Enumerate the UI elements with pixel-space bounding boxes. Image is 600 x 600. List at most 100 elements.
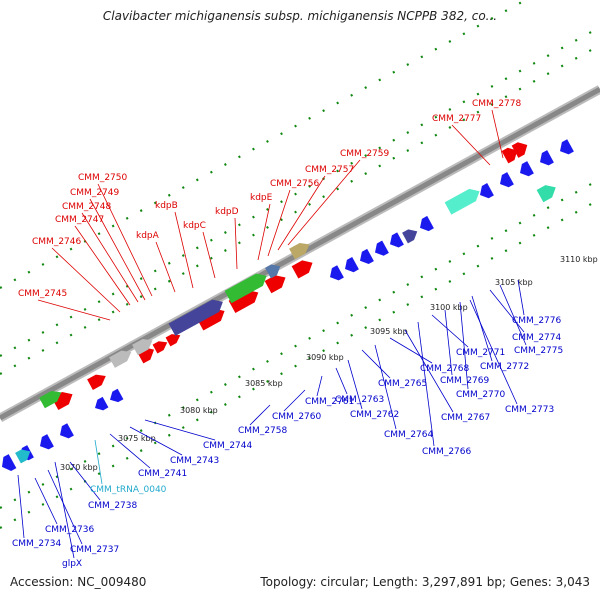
green-block-left-shape: [39, 390, 62, 409]
ruler-label-7: 3105 kbp: [495, 278, 533, 287]
forward-leader-15: [491, 109, 504, 159]
reverse-leader-22: [471, 295, 493, 362]
reverse-gene-label-7: CMM_2743: [170, 456, 219, 466]
reverse-gene-0-shape: [2, 454, 17, 472]
forward-leader-10: [257, 203, 271, 261]
kdp-block-d-shape: [289, 242, 310, 260]
reverse-leader-1: [54, 461, 75, 559]
reverse-leader-25: [517, 279, 525, 316]
reverse-gene-label-0: CMM_2734: [12, 539, 61, 549]
reverse-gene-15: [540, 150, 554, 166]
forward-gene-label-15: CMM_2778: [472, 99, 521, 109]
reverse-gene-label-8: CMM_2744: [203, 441, 252, 451]
forward-gene-label-4: CMM_2749: [70, 188, 119, 198]
forward-leader-1: [51, 247, 121, 313]
reverse-gene-label-6: CMM_2741: [138, 469, 187, 479]
reverse-gene-label-4: CMM_2738: [88, 501, 137, 511]
reverse-gene-label-24: CMM_2775: [514, 346, 563, 356]
reverse-gene-9: [375, 240, 389, 256]
cyan-block-left-shape: [15, 449, 31, 464]
reverse-gene-13-shape: [500, 172, 514, 188]
forward-gene-label-6: kdpA: [136, 231, 160, 241]
accession-label: Accession: NC_009480: [10, 575, 147, 589]
forward-leader-11: [267, 189, 291, 257]
teal-block-shape: [444, 188, 480, 215]
teal-block-right-shape: [536, 185, 556, 203]
forward-gene-7: [264, 275, 286, 294]
reverse-gene-label-1: glpX: [62, 559, 82, 569]
reverse-gene-12-shape: [480, 183, 494, 199]
reverse-leader-15: [374, 344, 397, 430]
forward-gene-8: [291, 260, 313, 279]
kdp-block-b: [224, 273, 267, 304]
reverse-leader-18: [417, 321, 435, 447]
forward-gene-8-shape: [291, 260, 313, 279]
ruler-label-6: 3100 kbp: [430, 303, 468, 312]
forward-gene-label-0: CMM_2745: [18, 289, 67, 299]
reverse-gene-label-20: CMM_2769: [440, 376, 489, 386]
forward-gene-label-12: CMM_2757: [305, 165, 354, 175]
reverse-leader-3: [47, 469, 83, 545]
forward-leader-8: [202, 231, 216, 279]
forward-leader-5: [97, 183, 153, 297]
forward-gene-9-shape: [501, 147, 518, 164]
ruler-label-4: 3090 kbp: [306, 353, 344, 362]
reverse-gene-14: [520, 161, 534, 177]
forward-gene-label-10: kdpE: [250, 193, 273, 203]
reverse-gene-14-shape: [520, 161, 534, 177]
reverse-gene-11: [420, 215, 434, 232]
reverse-gene-16: [560, 139, 574, 155]
kdp-block-c-shape: [265, 264, 281, 279]
forward-gene-5-shape: [196, 308, 225, 331]
reverse-gene-label-2: CMM_2736: [45, 525, 94, 535]
ruler-label-3: 3085 kbp: [245, 379, 283, 388]
forward-gene-10: [511, 142, 528, 158]
reverse-gene-label-19: CMM_2771: [456, 348, 505, 358]
reverse-gene-label-13: CMM_2762: [350, 410, 399, 420]
forward-gene-label-14: CMM_2777: [432, 114, 481, 124]
ruler-label-0: 3070 kbp: [60, 463, 98, 472]
forward-gene-label-5: CMM_2750: [78, 173, 127, 183]
forward-gene-label-3: CMM_2748: [62, 202, 111, 212]
purple-small: [402, 229, 418, 244]
reverse-gene-label-14: CMM_2765: [378, 379, 427, 389]
forward-leader-0: [37, 299, 111, 321]
reverse-gene-7-shape: [345, 257, 359, 273]
grey-block-b: [132, 338, 153, 356]
reverse-gene-6: [330, 265, 344, 281]
forward-gene-label-2: CMM_2747: [55, 215, 104, 225]
forward-leader-6: [155, 241, 176, 293]
purple-small-shape: [402, 229, 418, 244]
reverse-leader-26: [469, 299, 518, 405]
kdp-block-b-shape: [224, 273, 267, 304]
forward-gene-1: [87, 374, 106, 390]
reverse-leader-24: [499, 284, 527, 346]
reverse-gene-5: [110, 388, 124, 403]
forward-gene-label-1: CMM_2746: [32, 237, 81, 247]
reverse-gene-12: [480, 183, 494, 199]
reverse-gene-13: [500, 172, 514, 188]
reverse-gene-2: [40, 434, 54, 450]
reverse-gene-label-15: CMM_2764: [384, 430, 433, 440]
reverse-gene-label-22: CMM_2772: [480, 362, 529, 372]
ruler-label-5: 3095 kbp: [370, 327, 408, 336]
map-title: Clavibacter michiganensis subsp. michiga…: [102, 9, 498, 23]
reverse-leader-20: [444, 309, 453, 376]
reverse-gene-label-10: CMM_2760: [272, 412, 321, 422]
reverse-gene-0: [2, 454, 17, 472]
track-rail-3: [0, 178, 600, 509]
forward-gene-label-8: kdpC: [183, 221, 206, 231]
reverse-gene-9-shape: [375, 240, 389, 256]
forward-leader-13: [287, 159, 361, 246]
reverse-gene-10-shape: [390, 232, 404, 248]
kdp-block-c: [265, 264, 281, 279]
cyan-block-left: [15, 449, 31, 464]
reverse-gene-3-shape: [60, 423, 74, 439]
reverse-leader-17: [404, 329, 454, 413]
forward-gene-4-shape: [165, 334, 181, 347]
ruler-label-8: 3110 kbp: [560, 255, 598, 264]
forward-gene-3: [152, 341, 168, 354]
reverse-gene-label-18: CMM_2766: [422, 447, 471, 457]
reverse-leader-9: [249, 404, 271, 426]
